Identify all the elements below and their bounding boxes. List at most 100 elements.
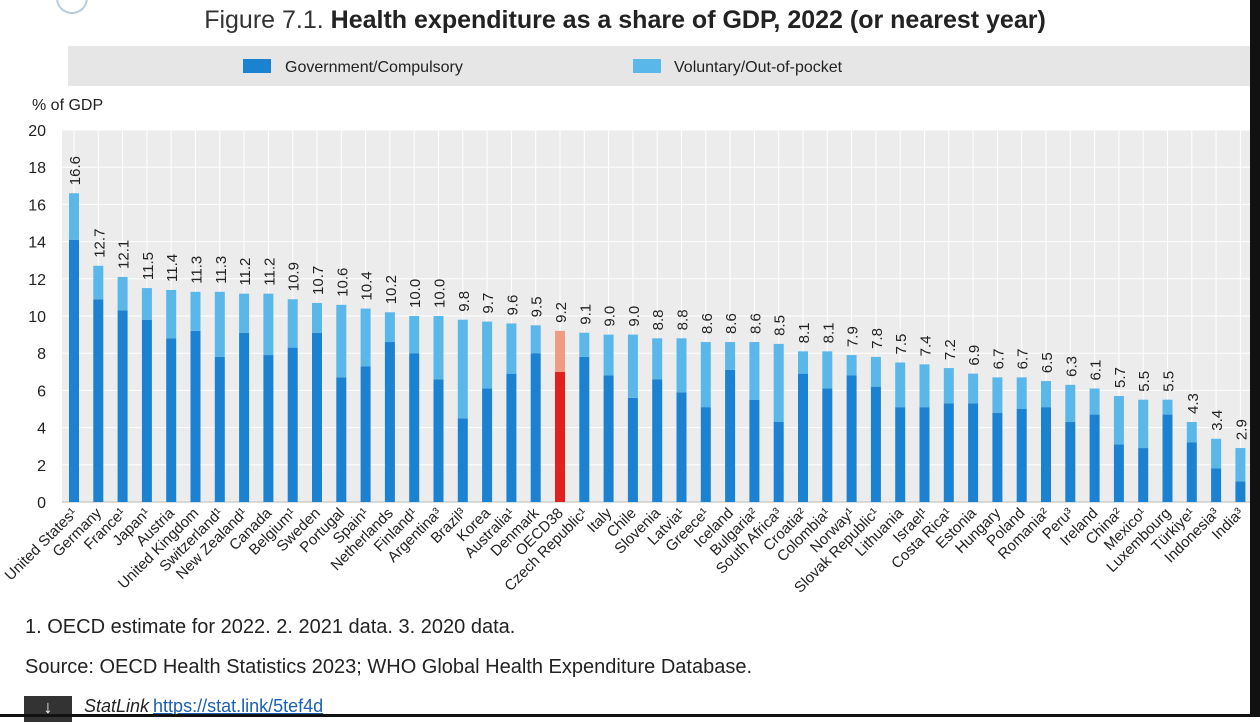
bar-government xyxy=(506,373,517,502)
value-label: 10.0 xyxy=(432,279,449,308)
bar-government xyxy=(384,342,395,502)
window-frame-bottom xyxy=(0,714,1260,717)
bar-voluntary xyxy=(579,332,590,357)
bar-voluntary xyxy=(409,316,420,354)
value-label: 6.7 xyxy=(990,349,1007,370)
bar-government xyxy=(166,338,177,502)
value-label: 2.9 xyxy=(1233,419,1250,440)
value-label: 8.1 xyxy=(796,322,813,343)
bar-government xyxy=(749,399,760,502)
y-tick-label: 20 xyxy=(28,123,46,140)
bar-voluntary xyxy=(1235,448,1246,482)
bar-government xyxy=(798,373,808,502)
bar-government xyxy=(482,388,493,502)
bar-voluntary xyxy=(676,338,687,393)
bar-government xyxy=(287,347,298,502)
bar-voluntary xyxy=(1041,381,1051,408)
value-label: 8.6 xyxy=(747,313,764,334)
value-label: 11.4 xyxy=(164,254,181,282)
y-tick-label: 4 xyxy=(37,421,46,438)
bar-voluntary xyxy=(312,302,322,333)
bar-government xyxy=(214,356,225,502)
bar-government xyxy=(1065,422,1076,502)
bar-government xyxy=(992,412,1003,502)
bar-voluntary xyxy=(1113,395,1124,445)
value-label: 5.5 xyxy=(1136,371,1153,392)
value-label: 7.4 xyxy=(918,336,935,357)
value-label: 4.3 xyxy=(1185,393,1202,414)
bar-voluntary xyxy=(555,330,565,372)
bar-government xyxy=(822,388,833,502)
value-label: 12.7 xyxy=(91,229,108,258)
bar-voluntary xyxy=(1016,377,1027,409)
bar-voluntary xyxy=(919,364,930,408)
bar-voluntary xyxy=(287,299,298,348)
value-label: 7.9 xyxy=(845,326,862,347)
bar-voluntary xyxy=(69,193,79,240)
bar-voluntary xyxy=(1162,399,1173,415)
bar-voluntary xyxy=(652,338,663,380)
bar-voluntary xyxy=(1089,388,1100,415)
bar-voluntary xyxy=(93,265,104,300)
bar-government xyxy=(1138,448,1149,502)
legend-swatch-government xyxy=(243,59,271,73)
bars xyxy=(69,193,1246,503)
value-label: 6.9 xyxy=(966,345,983,366)
bar-government xyxy=(336,377,347,502)
value-label: 10.4 xyxy=(359,271,376,300)
bar-government xyxy=(725,369,736,502)
bar-government xyxy=(579,356,590,502)
value-label: 12.1 xyxy=(116,240,133,269)
value-label: 9.5 xyxy=(529,296,546,317)
category-labels: United States¹GermanyFrance¹Japan¹Austri… xyxy=(2,504,1248,596)
bar-voluntary xyxy=(968,373,979,404)
value-label: 6.7 xyxy=(1015,349,1032,370)
value-label: 8.6 xyxy=(699,313,716,334)
download-icon[interactable]: ↓ xyxy=(24,696,72,722)
bar-government xyxy=(968,403,979,502)
value-label: 11.5 xyxy=(140,252,157,280)
value-label: 11.3 xyxy=(213,256,230,284)
value-label: 7.8 xyxy=(869,328,886,349)
bar-voluntary xyxy=(239,293,250,333)
bar-voluntary xyxy=(846,355,857,376)
statlink-url[interactable]: https://stat.link/5tef4d xyxy=(153,696,324,716)
legend-label-voluntary: Voluntary/Out-of-pocket xyxy=(674,59,843,76)
bar-voluntary xyxy=(190,291,201,331)
bar-voluntary xyxy=(1065,384,1076,423)
bar-voluntary xyxy=(773,343,784,423)
bar-government xyxy=(433,379,444,502)
bar-government xyxy=(93,299,104,502)
bar-government xyxy=(1113,444,1124,502)
bar-voluntary xyxy=(457,319,468,419)
bar-government xyxy=(895,407,906,502)
bar-government xyxy=(141,319,152,502)
bar-voluntary xyxy=(214,291,225,357)
bar-voluntary xyxy=(166,289,177,339)
bar-voluntary xyxy=(895,362,906,408)
bar-voluntary xyxy=(603,334,614,376)
bar-government xyxy=(1186,442,1197,502)
value-label: 5.5 xyxy=(1161,371,1178,392)
bar-voluntary xyxy=(360,308,371,367)
bar-government xyxy=(676,392,687,502)
value-label: 5.7 xyxy=(1112,367,1129,388)
bar-voluntary xyxy=(433,316,444,380)
y-tick-label: 16 xyxy=(28,197,46,214)
value-label: 10.2 xyxy=(383,275,400,304)
bar-voluntary xyxy=(822,351,833,389)
bar-government xyxy=(919,407,930,502)
bar-government xyxy=(652,379,663,502)
value-label: 11.3 xyxy=(189,256,206,284)
bar-government xyxy=(1016,409,1027,502)
bar-government xyxy=(190,330,201,502)
y-tick-label: 8 xyxy=(37,346,46,363)
bar-voluntary xyxy=(482,321,493,389)
value-label: 6.3 xyxy=(1063,356,1080,377)
y-tick-label: 14 xyxy=(28,235,46,252)
bar-government xyxy=(1041,407,1051,502)
value-label: 8.1 xyxy=(820,322,837,343)
bar-government xyxy=(700,407,711,502)
bar-voluntary xyxy=(506,323,517,374)
window-frame-right xyxy=(1250,0,1260,717)
